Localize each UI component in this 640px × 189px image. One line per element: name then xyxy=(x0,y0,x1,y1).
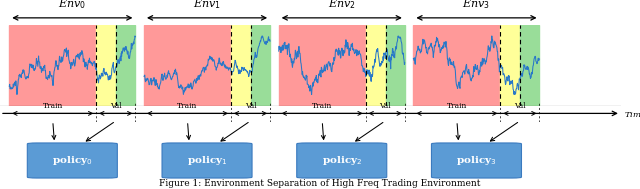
Text: Time $t$: Time $t$ xyxy=(624,108,640,119)
Text: Train: Train xyxy=(312,102,332,110)
Bar xyxy=(385,25,404,106)
Text: Val: Val xyxy=(244,102,256,110)
Bar xyxy=(279,25,365,106)
Text: Env$_{3}$: Env$_{3}$ xyxy=(463,0,490,11)
Text: Env$_{1}$: Env$_{1}$ xyxy=(193,0,221,11)
Text: Val: Val xyxy=(110,102,122,110)
Text: Val: Val xyxy=(514,102,525,110)
Bar xyxy=(144,25,231,106)
Bar xyxy=(96,25,116,106)
Bar xyxy=(10,25,96,106)
Bar xyxy=(500,25,520,106)
FancyBboxPatch shape xyxy=(28,143,117,178)
Text: Val: Val xyxy=(380,102,391,110)
Bar xyxy=(231,25,251,106)
Text: Train: Train xyxy=(177,102,198,110)
FancyBboxPatch shape xyxy=(431,143,522,178)
FancyBboxPatch shape xyxy=(162,143,252,178)
Text: Train: Train xyxy=(447,102,467,110)
Text: Env$_{0}$: Env$_{0}$ xyxy=(58,0,86,11)
Bar xyxy=(251,25,270,106)
Text: Env$_{2}$: Env$_{2}$ xyxy=(328,0,356,11)
Text: Figure 1: Environment Separation of High Freq Trading Environment: Figure 1: Environment Separation of High… xyxy=(159,179,481,188)
Bar xyxy=(365,25,385,106)
FancyBboxPatch shape xyxy=(297,143,387,178)
Bar xyxy=(116,25,135,106)
Text: policy$_{2}$: policy$_{2}$ xyxy=(321,154,362,167)
Text: policy$_{0}$: policy$_{0}$ xyxy=(52,154,93,167)
Text: Train: Train xyxy=(43,102,63,110)
Bar xyxy=(413,25,500,106)
Bar xyxy=(520,25,540,106)
Text: policy$_{3}$: policy$_{3}$ xyxy=(456,154,497,167)
Text: policy$_{1}$: policy$_{1}$ xyxy=(187,154,227,167)
